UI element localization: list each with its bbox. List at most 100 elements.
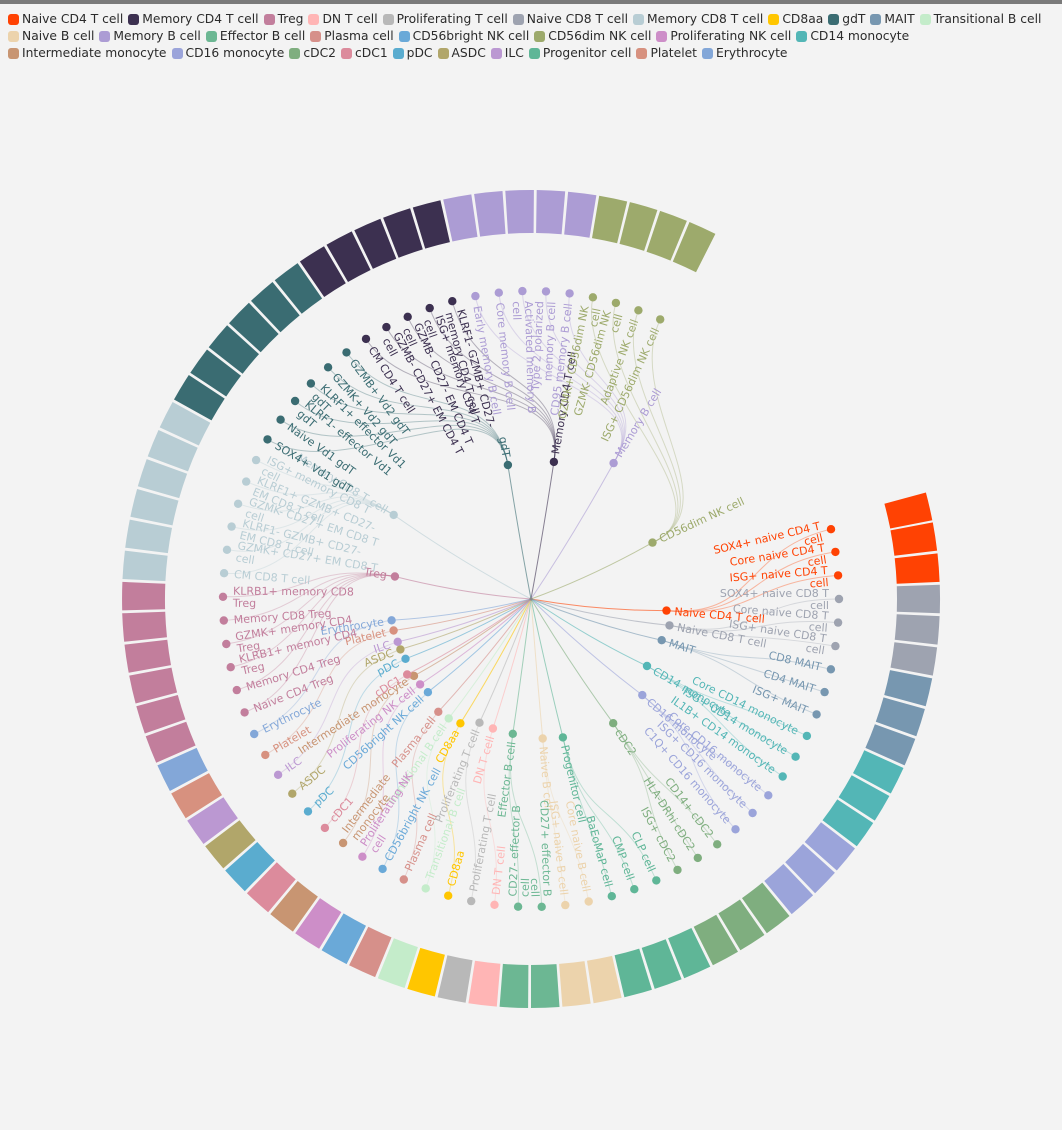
ring-segment-isg-cdc2[interactable] xyxy=(693,914,738,966)
leaf-node-proliferating-t-cell[interactable] xyxy=(467,896,476,906)
leaf-node-baeomap-cell[interactable] xyxy=(607,892,616,901)
legend-item-naive-cd8-t-cell[interactable]: Naive CD8 T cell xyxy=(512,11,628,27)
leaf-node-core-cd14-monocyte[interactable] xyxy=(802,731,812,741)
ring-segment-isg-cd14-monocyte[interactable] xyxy=(838,775,890,821)
legend-item-erythrocyte[interactable]: Erythrocyte xyxy=(702,45,787,61)
leaf-node-cmp-cell[interactable] xyxy=(630,885,639,894)
group-node-mait[interactable] xyxy=(657,636,666,645)
ring-segment-core-cd14-monocyte[interactable] xyxy=(853,750,904,794)
ring-segment-proliferating-t-cell[interactable] xyxy=(437,955,473,1003)
leaf-node-type-2-polarized-memory-b-cell[interactable] xyxy=(541,287,551,296)
group-node-pdc[interactable] xyxy=(401,654,410,663)
group-node-platelet[interactable] xyxy=(389,626,398,635)
leaf-node-core-naive-cd8-t-cell[interactable] xyxy=(833,618,843,627)
leaf-node-dn-t-cell[interactable] xyxy=(490,900,499,909)
legend-item-cd16-monocyte[interactable]: CD16 monocyte xyxy=(171,45,284,61)
leaf-node-cd56bright-nk-cell[interactable] xyxy=(378,864,387,874)
group-node-plasma-cell[interactable] xyxy=(434,707,443,716)
leaf-node-cd27-effector-b-cell[interactable] xyxy=(537,902,546,911)
leaf-node-asdc[interactable] xyxy=(288,789,297,798)
leaf-node-memory-cd8-treg[interactable] xyxy=(219,616,228,625)
ring-segment-ilc[interactable] xyxy=(187,797,238,844)
ring-segment-gzmk-vd2-gdt[interactable] xyxy=(251,282,300,333)
leaf-node-isg-naive-cd8-t-cell[interactable] xyxy=(831,641,840,651)
ring-segment-sox4-naive-cd4-t-cell[interactable] xyxy=(884,492,933,529)
leaf-node-gzmb-vd2-gdt[interactable] xyxy=(342,348,351,357)
ring-segment-hla-drhi-cdc2[interactable] xyxy=(718,899,765,951)
group-node-intermediate-monocyte[interactable] xyxy=(409,671,419,681)
ring-segment-naive-cd4-treg[interactable] xyxy=(145,721,196,763)
ring-segment-isg-memory-cd4-t-cell[interactable] xyxy=(383,208,423,258)
legend-item-naive-b-cell[interactable]: Naive B cell xyxy=(8,28,94,44)
ring-segment-core-naive-cd4-t-cell[interactable] xyxy=(890,522,938,556)
legend-item-progenitor-cell[interactable]: Progenitor cell xyxy=(528,45,631,61)
leaf-node-proliferating-nk-cell[interactable] xyxy=(358,852,367,861)
group-node-ilc[interactable] xyxy=(393,637,402,646)
legend-item-proliferating-nk-cell[interactable]: Proliferating NK cell xyxy=(656,28,791,44)
legend-item-cd56bright-nk-cell[interactable]: CD56bright NK cell xyxy=(398,28,529,44)
group-node-proliferating-t-cell[interactable] xyxy=(475,718,484,727)
leaf-node-platelet[interactable] xyxy=(261,750,270,760)
leaf-node-pdc[interactable] xyxy=(303,807,313,816)
leaf-node-memory-cd4-treg[interactable] xyxy=(232,685,241,695)
ring-segment-klrf1-gzmb-cd27-em-cd8-t-cell[interactable] xyxy=(147,430,198,472)
legend-item-transitional-b-cell[interactable]: Transitional B cell xyxy=(919,11,1041,27)
leaf-node-klrb1-memory-cd4-treg[interactable] xyxy=(226,663,235,672)
leaf-node-klrf1-effector-vd1-gdt[interactable] xyxy=(290,396,300,406)
leaf-node-core-naive-cd4-t-cell[interactable] xyxy=(831,547,840,557)
group-node-transitional-b-cell[interactable] xyxy=(444,714,453,723)
legend-item-memory-cd4-t-cell[interactable]: Memory CD4 T cell xyxy=(128,11,259,27)
group-node-dn-t-cell[interactable] xyxy=(488,724,498,733)
ring-segment-gzmk-cd27-em-cd8-t-cell[interactable] xyxy=(125,519,172,554)
ring-segment-asdc[interactable] xyxy=(205,820,256,869)
ring-segment-naive-vd1-gdt[interactable] xyxy=(190,349,241,397)
ring-segment-intermediate-monocyte[interactable] xyxy=(270,881,318,932)
ring-segment-gzmk-cd27-em-cd8-t-cell[interactable] xyxy=(137,459,188,499)
group-node-cdc1[interactable] xyxy=(403,670,412,679)
leaf-node-isg-memory-cd4-t-cell[interactable] xyxy=(425,303,434,313)
legend-item-intermediate-monocyte[interactable]: Intermediate monocyte xyxy=(8,45,167,61)
ring-segment-cdc1[interactable] xyxy=(246,862,296,913)
ring-segment-cmp-cell[interactable] xyxy=(641,939,682,989)
ring-segment-early-memory-b-cell[interactable] xyxy=(443,194,478,242)
leaf-node-gzmk-cd27-em-cd8-t-cell[interactable] xyxy=(222,545,232,554)
ring-segment-plasma-cell[interactable] xyxy=(349,926,392,978)
ring-segment-pdc[interactable] xyxy=(225,842,275,892)
leaf-node-isg-naive-cd4-t-cell[interactable] xyxy=(833,571,843,580)
legend-item-cdc2[interactable]: cDC2 xyxy=(289,45,336,61)
leaf-node-gzmk-memory-cd4-treg[interactable] xyxy=(222,639,231,649)
group-node-gdt[interactable] xyxy=(503,460,513,470)
ring-segment-core-cd16-monocyte[interactable] xyxy=(804,822,855,871)
leaf-node-cd4-mait[interactable] xyxy=(820,687,829,697)
legend-item-platelet[interactable]: Platelet xyxy=(636,45,697,61)
ring-segment-type-2-polarized-memory-b-cell[interactable] xyxy=(536,190,566,235)
ring-segment-cd14-cdc2[interactable] xyxy=(742,882,790,934)
leaf-node-plasma-cell[interactable] xyxy=(399,875,408,884)
ring-segment-klrf1-gzmb-cd27-em-cd8-t-cell[interactable] xyxy=(130,489,179,526)
leaf-node-erythrocyte[interactable] xyxy=(250,729,259,739)
legend-item-effector-b-cell[interactable]: Effector B cell xyxy=(205,28,305,44)
leaf-node-klrf1-effector-vd1-gdt[interactable] xyxy=(306,379,316,388)
leaf-node-sox4-naive-cd8-t-cell[interactable] xyxy=(834,594,844,604)
ring-segment-adaptive-nk-cell[interactable] xyxy=(646,210,687,261)
leaf-node-sox4-naive-cd4-t-cell[interactable] xyxy=(826,525,836,534)
ring-segment-gzmb-vd2-gdt[interactable] xyxy=(274,263,323,314)
ring-segment-isg-naive-cd4-t-cell[interactable] xyxy=(894,553,940,584)
ring-segment-isg-naive-cd8-t-cell[interactable] xyxy=(890,642,938,676)
legend-item-pdc[interactable]: pDC xyxy=(392,45,433,61)
leaf-node-core-naive-b-cell[interactable] xyxy=(584,897,593,906)
ring-segment-baeomap-cell[interactable] xyxy=(614,948,652,998)
ring-segment-dn-t-cell[interactable] xyxy=(468,960,501,1007)
leaf-node-intermediate-monocyte[interactable] xyxy=(338,838,348,848)
ring-segment-gzmb-cd27-em-cd4-t-cell[interactable] xyxy=(326,231,371,282)
ring-segment-cd27-effector-b-cell[interactable] xyxy=(499,963,529,1008)
ring-segment-gzmk-cd56dim-nk-cell[interactable] xyxy=(619,202,658,251)
leaf-node-core-cd16-monocyte[interactable] xyxy=(764,791,773,800)
leaf-node-naive-cd4-treg[interactable] xyxy=(240,708,249,717)
group-node-memory-b-cell[interactable] xyxy=(609,458,618,468)
group-node-progenitor-cell[interactable] xyxy=(558,733,568,742)
leaf-node-ilc[interactable] xyxy=(273,770,283,779)
leaf-node-cd8-mait[interactable] xyxy=(826,665,836,674)
ring-segment-gzmb-cd27-em-cd4-t-cell[interactable] xyxy=(354,218,397,269)
leaf-node-klrf1-gzmb-cd27-memory-cd4-t-cell[interactable] xyxy=(448,297,457,306)
